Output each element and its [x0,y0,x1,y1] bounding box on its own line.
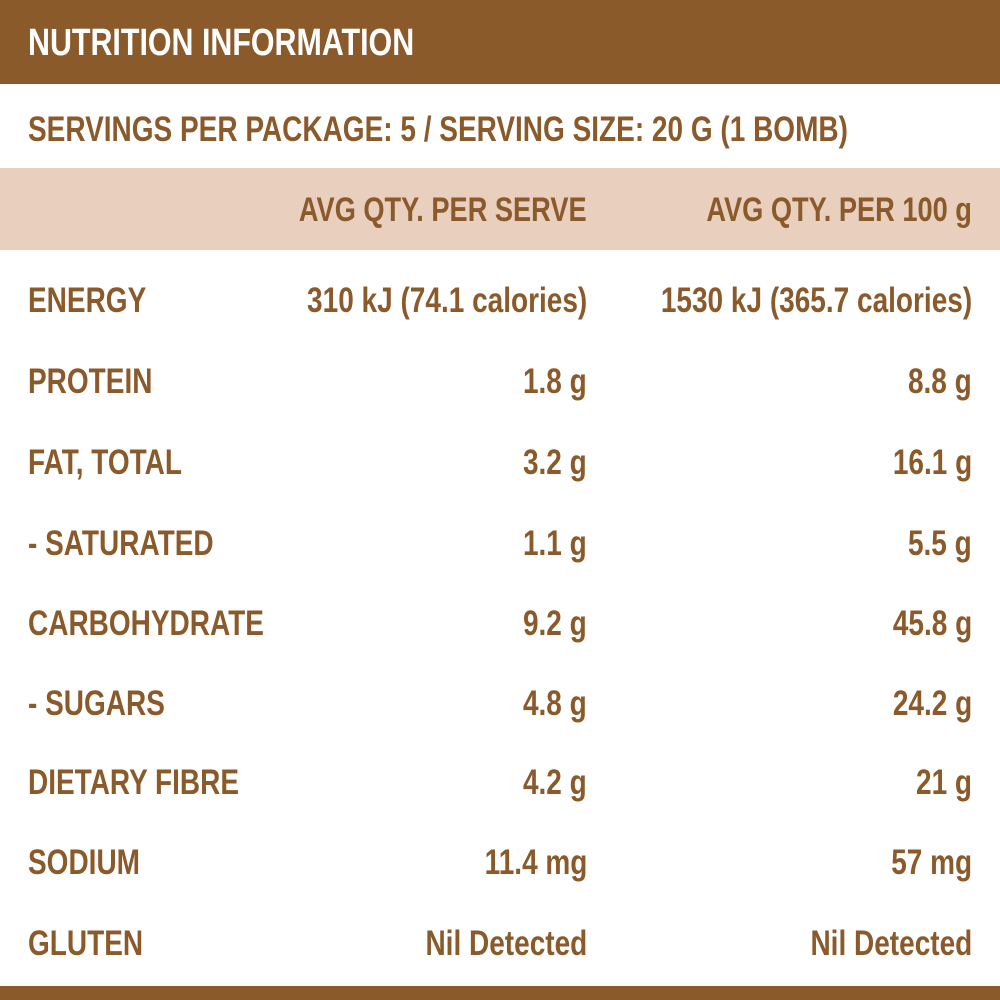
nutrient-name: FAT, TOTAL [28,443,182,482]
nutrient-name: DIETARY FIBRE [28,763,240,802]
value-per-serve: 4.8 g [523,684,587,723]
value-per-serve: 11.4 mg [484,843,587,882]
value-per-serve: 9.2 g [523,604,587,643]
value-per-serve: 310 kJ (74.1 calories) [306,281,587,320]
bottom-border-bar [0,986,1000,1000]
table-row: ENERGY 310 kJ (74.1 calories) 1530 kJ (3… [0,270,1000,330]
table-row: - SATURATED 1.1 g 5.5 g [0,513,1000,573]
table-row: CARBOHYDRATE 9.2 g 45.8 g [0,593,1000,653]
table-row: SODIUM 11.4 mg 57 mg [0,832,1000,892]
value-per-serve: Nil Detected [425,924,587,963]
value-per-serve: 4.2 g [523,763,587,802]
value-per-100g: 21 g [915,763,972,802]
value-per-100g: 1530 kJ (365.7 calories) [660,281,972,320]
nutrient-name: GLUTEN [28,924,144,963]
value-per-serve: 3.2 g [523,443,587,482]
value-per-100g: 24.2 g [892,684,972,723]
nutrient-name: - SATURATED [28,524,214,563]
column-header-per-100g: AVG QTY. PER 100 g [706,191,972,229]
value-per-serve: 1.1 g [523,524,587,563]
value-per-100g: 8.8 g [908,362,972,401]
nutrient-name: PROTEIN [28,362,153,401]
nutrient-name: - SUGARS [28,684,165,723]
panel-title: NUTRITION INFORMATION [28,22,415,64]
value-per-serve: 1.8 g [523,362,587,401]
table-row: - SUGARS 4.8 g 24.2 g [0,673,1000,733]
value-per-100g: Nil Detected [810,924,972,963]
value-per-100g: 5.5 g [908,524,972,563]
servings-line: SERVINGS PER PACKAGE: 5 / SERVING SIZE: … [28,110,848,149]
column-header-band: AVG QTY. PER SERVE AVG QTY. PER 100 g [0,168,1000,250]
value-per-100g: 16.1 g [892,443,972,482]
column-header-per-serve: AVG QTY. PER SERVE [299,191,587,229]
nutrient-name: SODIUM [28,843,140,882]
nutrient-name: CARBOHYDRATE [28,604,264,643]
table-row: FAT, TOTAL 3.2 g 16.1 g [0,432,1000,492]
title-bar: NUTRITION INFORMATION [0,0,1000,84]
table-row: DIETARY FIBRE 4.2 g 21 g [0,752,1000,812]
table-row: GLUTEN Nil Detected Nil Detected [0,913,1000,973]
table-row: PROTEIN 1.8 g 8.8 g [0,351,1000,411]
value-per-100g: 57 mg [891,843,972,882]
value-per-100g: 45.8 g [892,604,972,643]
nutrient-name: ENERGY [28,281,147,320]
